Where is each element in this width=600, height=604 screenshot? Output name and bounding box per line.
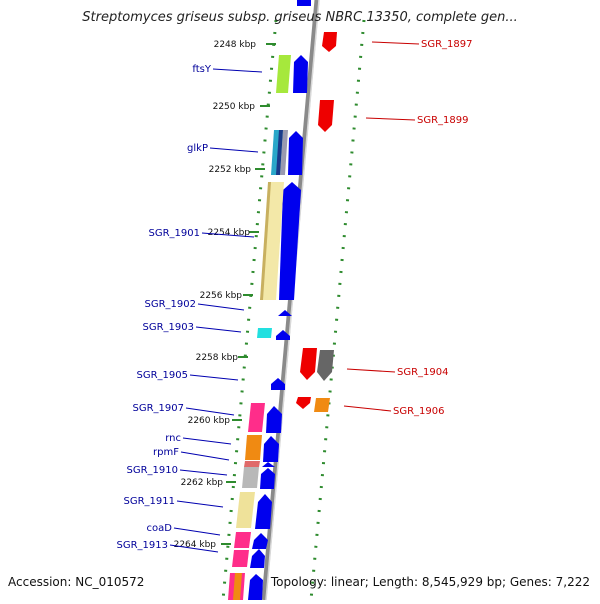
- gene-label-sgr-1897[interactable]: SGR_1897: [421, 39, 473, 50]
- gene-label-sgr-1899[interactable]: SGR_1899: [417, 115, 469, 126]
- gene-label-sgr-1905[interactable]: SGR_1905: [137, 370, 189, 381]
- left-leaders: [169, 68, 263, 553]
- forward-gene-arrow[interactable]: [271, 378, 285, 390]
- reverse-genes: [296, 32, 337, 412]
- gene-label-sgr-1906[interactable]: SGR_1906: [393, 406, 445, 417]
- right-scale-track: [309, 19, 366, 601]
- kbp-label: 2254 kbp: [208, 228, 251, 238]
- gene-label-glkp[interactable]: glkP: [187, 143, 208, 154]
- category-box: [276, 130, 283, 175]
- category-box: [234, 532, 251, 548]
- category-box: [257, 328, 272, 338]
- reverse-gene-arrow[interactable]: [322, 32, 337, 52]
- forward-gene-arrow[interactable]: [262, 462, 275, 467]
- kbp-label: 2248 kbp: [214, 40, 257, 50]
- kbp-label: 2250 kbp: [213, 102, 256, 112]
- forward-gene-arrow[interactable]: [266, 406, 282, 433]
- category-box: [245, 435, 262, 460]
- category-boxes: [228, 55, 291, 600]
- category-box: [244, 461, 260, 467]
- category-box: [242, 467, 259, 488]
- category-box: [280, 130, 288, 175]
- category-box: [232, 550, 249, 567]
- gene-label-sgr-1902[interactable]: SGR_1902: [145, 299, 197, 310]
- reverse-gene-arrow[interactable]: [300, 348, 317, 380]
- gene-label-sgr-1907[interactable]: SGR_1907: [133, 403, 185, 414]
- kbp-label: 2258 kbp: [196, 353, 239, 363]
- forward-gene-arrow[interactable]: [250, 549, 265, 568]
- kbp-ticks: [221, 43, 276, 545]
- gene-label-coad[interactable]: coaD: [147, 523, 173, 534]
- category-box: [236, 492, 255, 528]
- reverse-gene-arrow[interactable]: [314, 398, 330, 412]
- forward-gene-arrow[interactable]: [255, 494, 272, 529]
- category-box: [260, 182, 271, 300]
- reverse-gene-arrow[interactable]: [296, 397, 311, 409]
- category-box: [248, 403, 265, 432]
- forward-gene-arrow[interactable]: [248, 574, 263, 600]
- kbp-label: 2256 kbp: [200, 291, 243, 301]
- forward-gene-arrow[interactable]: [276, 330, 290, 340]
- right-leaders: [343, 41, 420, 412]
- kbp-label: 2262 kbp: [181, 478, 224, 488]
- kbp-label: 2264 kbp: [174, 540, 217, 550]
- gene-label-sgr-1913[interactable]: SGR_1913: [117, 540, 169, 551]
- reverse-gene-arrow[interactable]: [317, 350, 334, 381]
- kbp-label: 2252 kbp: [209, 165, 252, 175]
- forward-genes: [248, 0, 311, 600]
- gene-label-rpmf[interactable]: rpmF: [153, 447, 179, 458]
- reverse-gene-arrow[interactable]: [318, 100, 334, 132]
- forward-gene-arrow[interactable]: [278, 310, 292, 316]
- gene-label-sgr-1911[interactable]: SGR_1911: [124, 496, 176, 507]
- forward-gene-arrow[interactable]: [288, 131, 303, 175]
- gene-label-sgr-1910[interactable]: SGR_1910: [127, 465, 179, 476]
- forward-gene-arrow[interactable]: [293, 55, 308, 93]
- forward-gene-arrow[interactable]: [279, 182, 301, 300]
- category-box: [276, 55, 291, 93]
- genome-title: Streptomyces griseus subsp. griseus NBRC…: [82, 10, 518, 25]
- forward-gene-arrow[interactable]: [263, 436, 279, 462]
- category-box: [233, 573, 242, 600]
- kbp-label: 2260 kbp: [188, 416, 231, 426]
- topology-text: Topology: linear; Length: 8,545,929 bp; …: [270, 575, 590, 589]
- gene-label-sgr-1901[interactable]: SGR_1901: [149, 228, 201, 239]
- gene-label-rnc[interactable]: rnc: [165, 433, 181, 444]
- left-scale-track: [221, 19, 278, 601]
- gene-label-sgr-1903[interactable]: SGR_1903: [143, 322, 195, 333]
- accession-text: Accession: NC_010572: [8, 575, 145, 589]
- forward-gene-arrow[interactable]: [252, 533, 268, 549]
- left-gene-labels: ftsY glkP SGR_1901 SGR_1902 SGR_1903 SGR…: [117, 64, 212, 551]
- forward-gene-arrow[interactable]: [297, 0, 311, 6]
- forward-gene-arrow[interactable]: [260, 468, 275, 489]
- gene-label-ftsy[interactable]: ftsY: [192, 64, 211, 75]
- right-gene-labels: SGR_1897 SGR_1899 SGR_1904 SGR_1906: [393, 39, 473, 417]
- gene-label-sgr-1904[interactable]: SGR_1904: [397, 367, 449, 378]
- kbp-labels: 2248 kbp 2250 kbp 2252 kbp 2254 kbp 2256…: [174, 40, 257, 550]
